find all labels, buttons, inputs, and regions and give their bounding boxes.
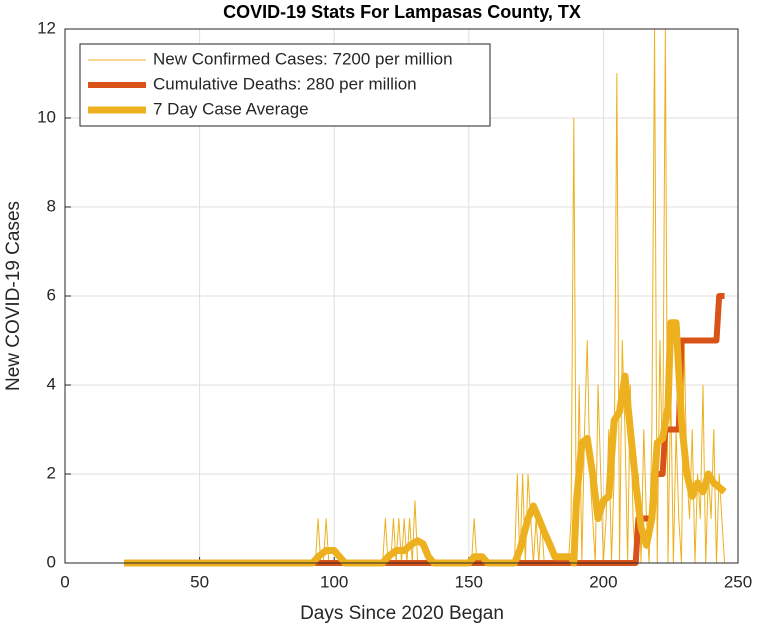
x-axis-label: Days Since 2020 Began: [300, 603, 504, 624]
y-tick-label: 12: [37, 18, 56, 37]
legend-box: [79, 43, 491, 127]
y-axis-label: New COVID-19 Cases: [3, 201, 24, 391]
legend-label: 7 Day Case Average: [153, 99, 309, 118]
legend-label: New Confirmed Cases: 7200 per million: [153, 49, 453, 68]
axes-box: [64, 28, 739, 564]
x-tick-label: 50: [190, 572, 209, 591]
y-tick-label: 8: [47, 196, 56, 215]
legend-label: Cumulative Deaths: 280 per million: [153, 74, 417, 93]
x-tick-label: 100: [320, 572, 348, 591]
y-tick-label: 2: [47, 463, 56, 482]
chart-title: COVID-19 Stats For Lampasas County, TX: [223, 2, 581, 22]
y-tick-label: 10: [37, 107, 56, 126]
x-tick-label: 0: [60, 572, 69, 591]
y-tick-label: 6: [47, 285, 56, 304]
legend: New Confirmed Cases: 7200 per million Cum…: [79, 43, 491, 127]
x-tick-label: 150: [455, 572, 483, 591]
y-tick-label: 0: [47, 552, 56, 571]
x-tick-label: 250: [724, 572, 752, 591]
x-tick-label: 200: [589, 572, 617, 591]
y-tick-label: 4: [47, 374, 56, 393]
series-line: [124, 319, 727, 567]
